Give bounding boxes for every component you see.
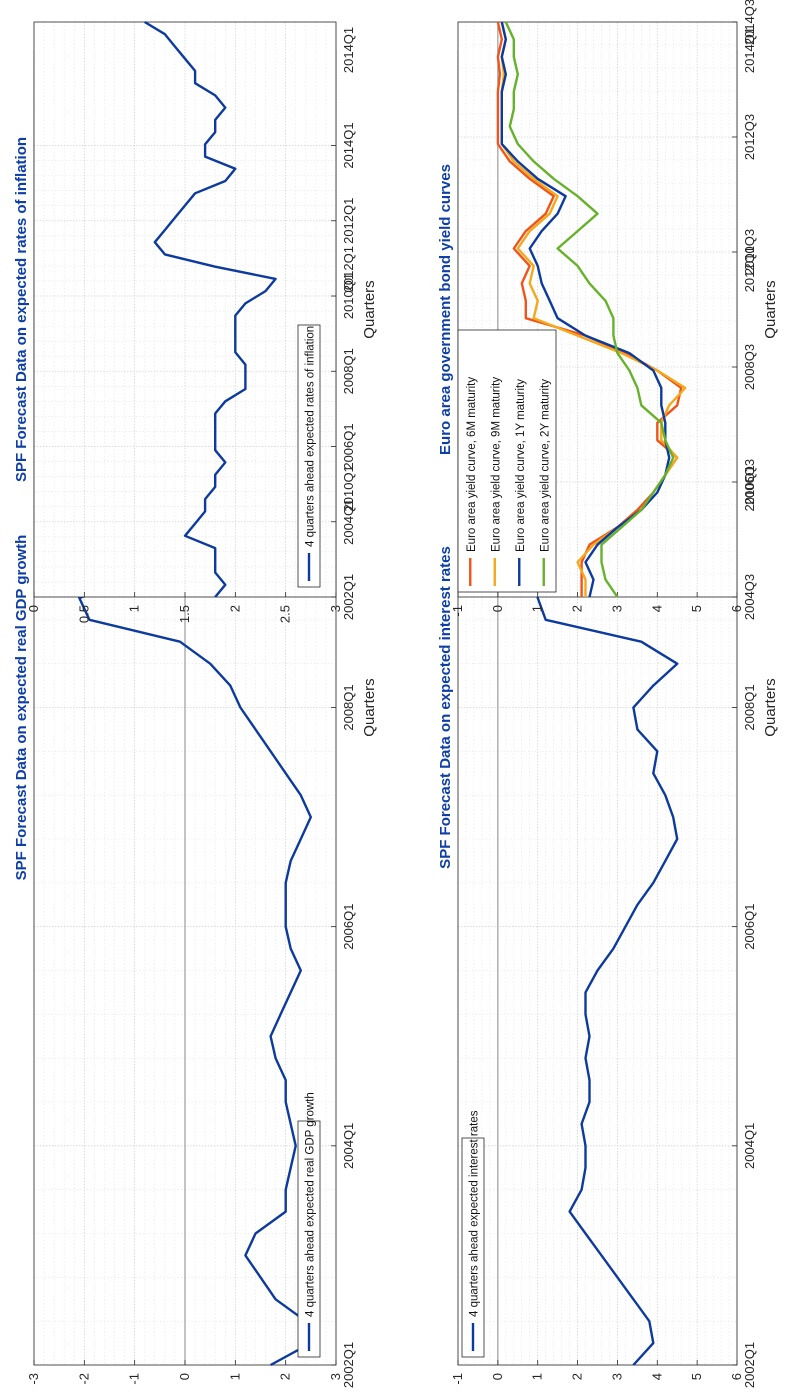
x-tick-label: 2004Q1 (341, 499, 356, 545)
y-tick-label: 3 (609, 1373, 624, 1380)
x-tick-label: 2002Q1 (341, 574, 356, 620)
legend-label: 4 quarters ahead expected interest rates (469, 1110, 481, 1317)
legend-box (461, 1137, 485, 1358)
y-tick-label: 1 (530, 605, 545, 612)
legend-box (297, 324, 321, 588)
legend-box (297, 1120, 321, 1358)
y-tick-label: 1 (227, 1373, 242, 1380)
y-tick-label: 2.5 (278, 605, 293, 623)
y-tick-label: 1 (127, 605, 142, 612)
x-tick-label: 2010Q1 (742, 465, 757, 511)
x-tick-label: 2012Q1 (742, 246, 757, 292)
x-axis-label: Quarters (762, 678, 779, 736)
legend-label: 4 quarters ahead expected real GDP growt… (305, 1092, 317, 1317)
legend: 4 quarters ahead expected interest rates (461, 1110, 485, 1358)
series-line (500, 21, 671, 598)
x-axis-label: Quarters (361, 280, 378, 338)
legend-label: Euro area yield curve, 9M maturity (490, 377, 502, 552)
y-tick-label: 1 (530, 1373, 545, 1380)
y-tick-label: 0 (490, 1373, 505, 1380)
y-tick-label: 2 (570, 605, 585, 612)
chart-title: SPF Forecast Data on expected real GDP g… (13, 535, 30, 881)
chart-title: SPF Forecast Data on expected interest r… (437, 546, 454, 869)
y-tick-label: 4 (649, 605, 664, 612)
y-tick-label: 0 (177, 1373, 192, 1380)
plot-area (34, 22, 336, 597)
x-tick-label: 2004Q1 (742, 1123, 757, 1169)
y-tick-label: 4 (649, 1373, 664, 1380)
y-tick-label: -2 (76, 1373, 91, 1385)
y-tick-label: 2 (278, 1373, 293, 1380)
y-tick-label: 1.5 (177, 605, 192, 623)
x-axis-label: Quarters (361, 678, 378, 736)
x-tick-label: 2008Q1 (742, 684, 757, 730)
legend: 4 quarters ahead expected real GDP growt… (297, 1092, 321, 1358)
y-tick-label: 3 (609, 605, 624, 612)
x-tick-label: 2010Q1 (341, 465, 356, 511)
legend: Euro area yield curve, 6M maturity Euro a… (457, 329, 557, 593)
y-tick-label: 0 (26, 605, 41, 612)
x-tick-label: 2014Q3 (742, 0, 757, 45)
x-tick-label: 2012Q3 (742, 114, 757, 160)
series-line (144, 20, 277, 598)
legend-label: 4 quarters ahead expected rates of infla… (305, 326, 317, 547)
x-tick-label: 2006Q3 (742, 459, 757, 505)
chart-title: Euro area government bond yield curves (437, 164, 454, 455)
y-tick-label: -1 (450, 605, 465, 617)
x-tick-label: 2008Q1 (341, 684, 356, 730)
y-tick-label: 3 (328, 1373, 343, 1380)
y-tick-label: 0.5 (76, 605, 91, 623)
x-tick-label: 2008Q1 (341, 348, 356, 394)
y-tick-label: 2 (227, 605, 242, 612)
x-tick-label: 2004Q3 (742, 574, 757, 620)
x-tick-label: 2012Q1 (341, 198, 356, 244)
x-tick-label: 2002Q1 (742, 1342, 757, 1388)
legend-label: Euro area yield curve, 1Y maturity (515, 379, 527, 552)
legend-label: Euro area yield curve, 2Y maturity (539, 379, 551, 552)
x-tick-label: 2006Q1 (341, 423, 356, 469)
y-tick-label: 5 (689, 1373, 704, 1380)
legend-label: Euro area yield curve, 6M maturity (466, 377, 478, 552)
x-tick-label: 2002Q1 (341, 1342, 356, 1388)
x-tick-label: 2012Q1 (341, 246, 356, 292)
y-tick-label: 3 (328, 605, 343, 612)
y-tick-label: 0 (490, 605, 505, 612)
x-tick-label: 2014Q1 (341, 122, 356, 168)
x-tick-label: 2006Q1 (742, 904, 757, 950)
series-line (496, 21, 683, 597)
y-tick-label: 6 (729, 605, 744, 612)
x-tick-label: 2010Q1 (341, 273, 356, 319)
plot-frame (457, 21, 738, 598)
y-tick-label: 5 (689, 605, 704, 612)
y-tick-label: -1 (450, 1373, 465, 1385)
y-tick-label: -1 (127, 1373, 142, 1385)
y-tick-label: -3 (26, 1373, 41, 1385)
x-tick-label: 2014Q1 (341, 27, 356, 73)
y-tick-label: 6 (729, 1373, 744, 1380)
legend: 4 quarters ahead expected rates of infla… (297, 324, 321, 588)
legend-box (457, 329, 557, 593)
chart-title: SPF Forecast Data on expected rates of i… (13, 137, 30, 482)
x-tick-label: 2014Q1 (742, 27, 757, 73)
x-tick-label: 2010Q3 (742, 229, 757, 275)
y-tick-label: 2 (570, 1373, 585, 1380)
series-line (504, 21, 675, 598)
x-tick-label: 2006Q1 (341, 904, 356, 950)
x-tick-label: 2004Q1 (341, 1123, 356, 1169)
x-tick-label: 2008Q3 (742, 344, 757, 390)
x-axis-label: Quarters (762, 280, 779, 338)
